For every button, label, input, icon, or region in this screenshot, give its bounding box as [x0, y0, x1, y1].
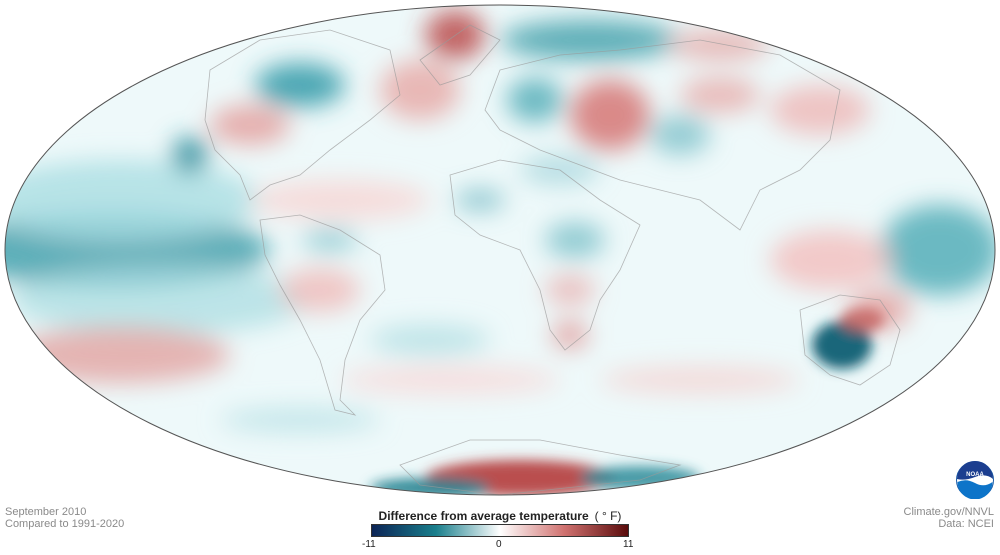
noaa-logo-text: NOAA: [966, 472, 984, 478]
legend-color-bar: [371, 524, 629, 537]
legend-unit: ( ° F): [594, 509, 622, 523]
source-label: Data: NCEI: [938, 518, 994, 530]
noaa-logo-icon: NOAA: [956, 461, 994, 499]
legend-title: Difference from average temperature ( ° F…: [360, 509, 640, 523]
credit-label: Climate.gov/NNVL: [903, 506, 994, 518]
footer-right: Climate.gov/NNVL Data: NCEI: [904, 506, 994, 530]
legend-max-label: 11: [623, 539, 634, 550]
world-temperature-anomaly-map: [4, 4, 996, 496]
continent-outlines: [204, 24, 901, 495]
legend-mid-label: 0: [496, 539, 502, 550]
footer-left: September 2010 Compared to 1991-2020: [5, 506, 124, 530]
legend-title-text: Difference from average temperature: [378, 509, 589, 523]
date-label: September 2010: [5, 506, 87, 518]
map-border: [4, 4, 996, 496]
legend-min-label: -11: [362, 539, 376, 550]
baseline-label: Compared to 1991-2020: [5, 518, 125, 530]
anomaly-field: [5, 5, 995, 495]
